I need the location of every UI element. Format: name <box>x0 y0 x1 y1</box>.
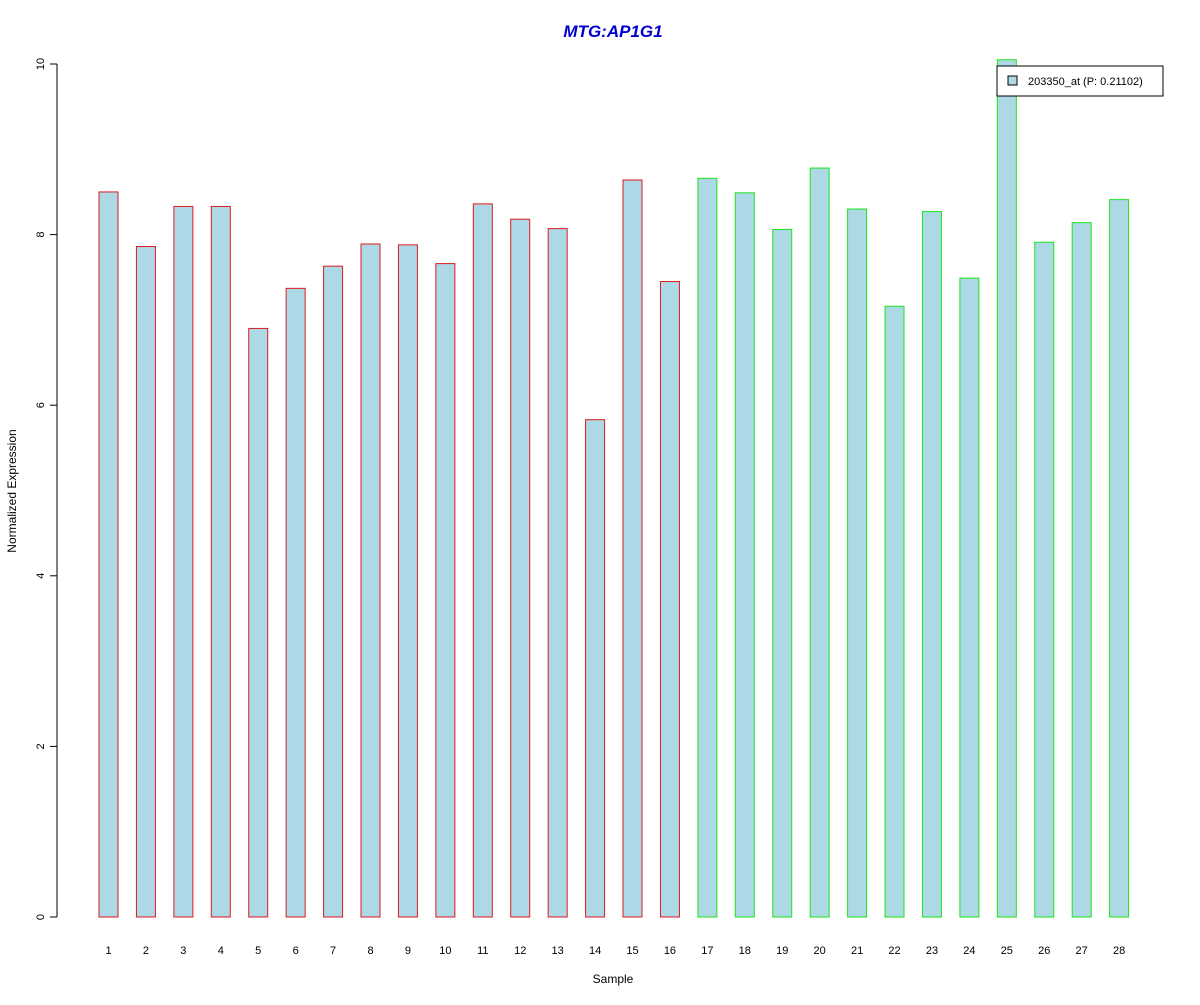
bar-sample-23 <box>921 211 942 918</box>
x-tick-label: 12 <box>514 945 526 957</box>
bar-sample-14 <box>585 419 606 918</box>
x-tick-label: 4 <box>218 945 224 957</box>
bar-sample-6 <box>285 287 306 918</box>
bar-sample-28 <box>1109 199 1130 918</box>
bar-sample-19 <box>772 228 793 918</box>
x-tick-label: 25 <box>1001 945 1013 957</box>
y-tick-label: 10 <box>35 58 47 70</box>
x-tick-label: 28 <box>1113 945 1125 957</box>
x-tick-label: 17 <box>701 945 713 957</box>
bar-sample-9 <box>397 244 418 918</box>
chart-title: MTG:AP1G1 <box>563 22 662 41</box>
bar-sample-17 <box>697 177 718 918</box>
legend-label: 203350_at (P: 0.21102) <box>1028 76 1143 88</box>
x-tick-label: 7 <box>330 945 336 957</box>
x-tick-labels: 1 2 3 4 5 6 7 8 9 10 11 12 13 14 15 16 17 18 19 20 21 22 23 24 2… <box>105 945 1125 957</box>
legend-box <box>996 65 1164 97</box>
x-tick-label: 9 <box>405 945 411 957</box>
y-tick-label: 4 <box>35 573 47 579</box>
x-tick-label: 8 <box>367 945 373 957</box>
bar-sample-2 <box>135 246 156 918</box>
x-tick-label: 19 <box>776 945 788 957</box>
bar-sample-3 <box>173 205 194 918</box>
x-tick-label: 11 <box>477 945 488 957</box>
x-tick-label: 26 <box>1038 945 1050 957</box>
x-tick-label: 3 <box>180 945 186 957</box>
x-tick-label: 16 <box>664 945 676 957</box>
bar-sample-1 <box>98 191 119 918</box>
bar-sample-25 <box>996 59 1017 918</box>
x-tick-label: 27 <box>1076 945 1088 957</box>
bar-sample-5 <box>248 327 269 918</box>
bars <box>98 59 1130 918</box>
bar-sample-24 <box>959 277 980 918</box>
x-axis-label: Sample <box>593 972 634 986</box>
x-tick-label: 10 <box>439 945 451 957</box>
bar-sample-27 <box>1071 222 1092 918</box>
x-tick-label: 1 <box>105 945 111 957</box>
bar-sample-8 <box>360 243 381 918</box>
bar-sample-16 <box>659 281 680 918</box>
x-tick-label: 5 <box>255 945 261 957</box>
y-tick-label: 2 <box>35 743 47 749</box>
x-tick-label: 15 <box>626 945 638 957</box>
bar-sample-26 <box>1034 241 1055 918</box>
x-tick-label: 14 <box>589 945 601 957</box>
bar-sample-10 <box>435 263 456 918</box>
legend-swatch <box>1007 75 1018 86</box>
bar-sample-12 <box>510 218 531 918</box>
y-tick-label: 0 <box>35 914 47 920</box>
x-tick-label: 20 <box>814 945 826 957</box>
y-axis-label: Normalized Expression <box>5 429 19 552</box>
x-tick-label: 2 <box>143 945 149 957</box>
legend: 203350_at (P: 0.21102) <box>996 65 1164 97</box>
y-axis: 0 2 4 6 8 10 <box>35 58 58 920</box>
bar-sample-13 <box>547 228 568 918</box>
x-tick-label: 23 <box>926 945 938 957</box>
bar-sample-20 <box>809 167 830 918</box>
y-tick-label: 8 <box>35 232 47 238</box>
bar-sample-4 <box>210 205 231 918</box>
bar-sample-22 <box>884 305 905 918</box>
x-tick-label: 18 <box>739 945 751 957</box>
x-tick-label: 6 <box>293 945 299 957</box>
bar-sample-18 <box>734 192 755 918</box>
bar-sample-7 <box>323 265 344 918</box>
x-tick-label: 13 <box>552 945 564 957</box>
x-tick-label: 21 <box>851 945 863 957</box>
bar-sample-21 <box>847 208 868 918</box>
y-tick-label: 6 <box>35 402 47 408</box>
x-tick-label: 22 <box>888 945 900 957</box>
bar-sample-11 <box>472 203 493 918</box>
bar-sample-15 <box>622 179 643 918</box>
x-tick-label: 24 <box>963 945 975 957</box>
